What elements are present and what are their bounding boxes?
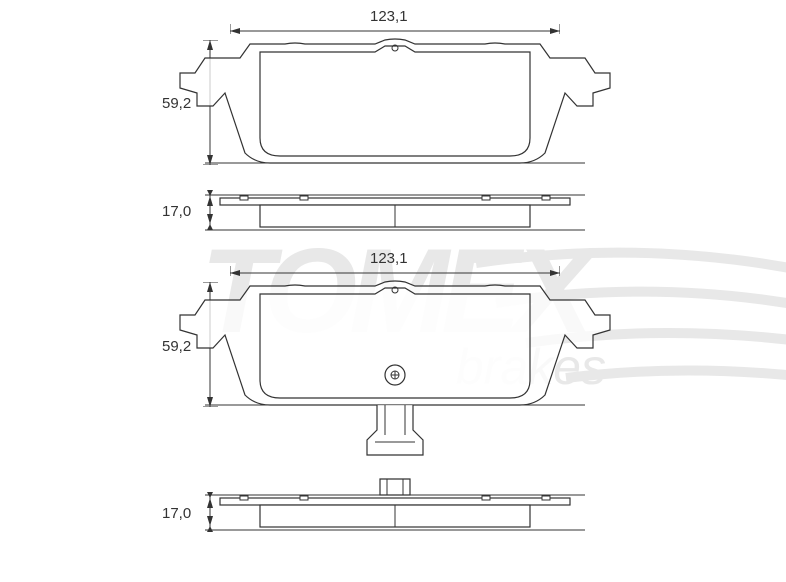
brake-pad-bottom-side [145, 477, 645, 547]
brake-pad-top-side [145, 193, 645, 238]
dim-line-width-top [230, 20, 560, 34]
brake-pad-bottom-front [145, 280, 645, 460]
brake-pad-top-front [145, 38, 645, 173]
dim-line-width-bottom [230, 262, 560, 276]
technical-drawing: 123,1 59,2 17,0 [0, 0, 786, 582]
